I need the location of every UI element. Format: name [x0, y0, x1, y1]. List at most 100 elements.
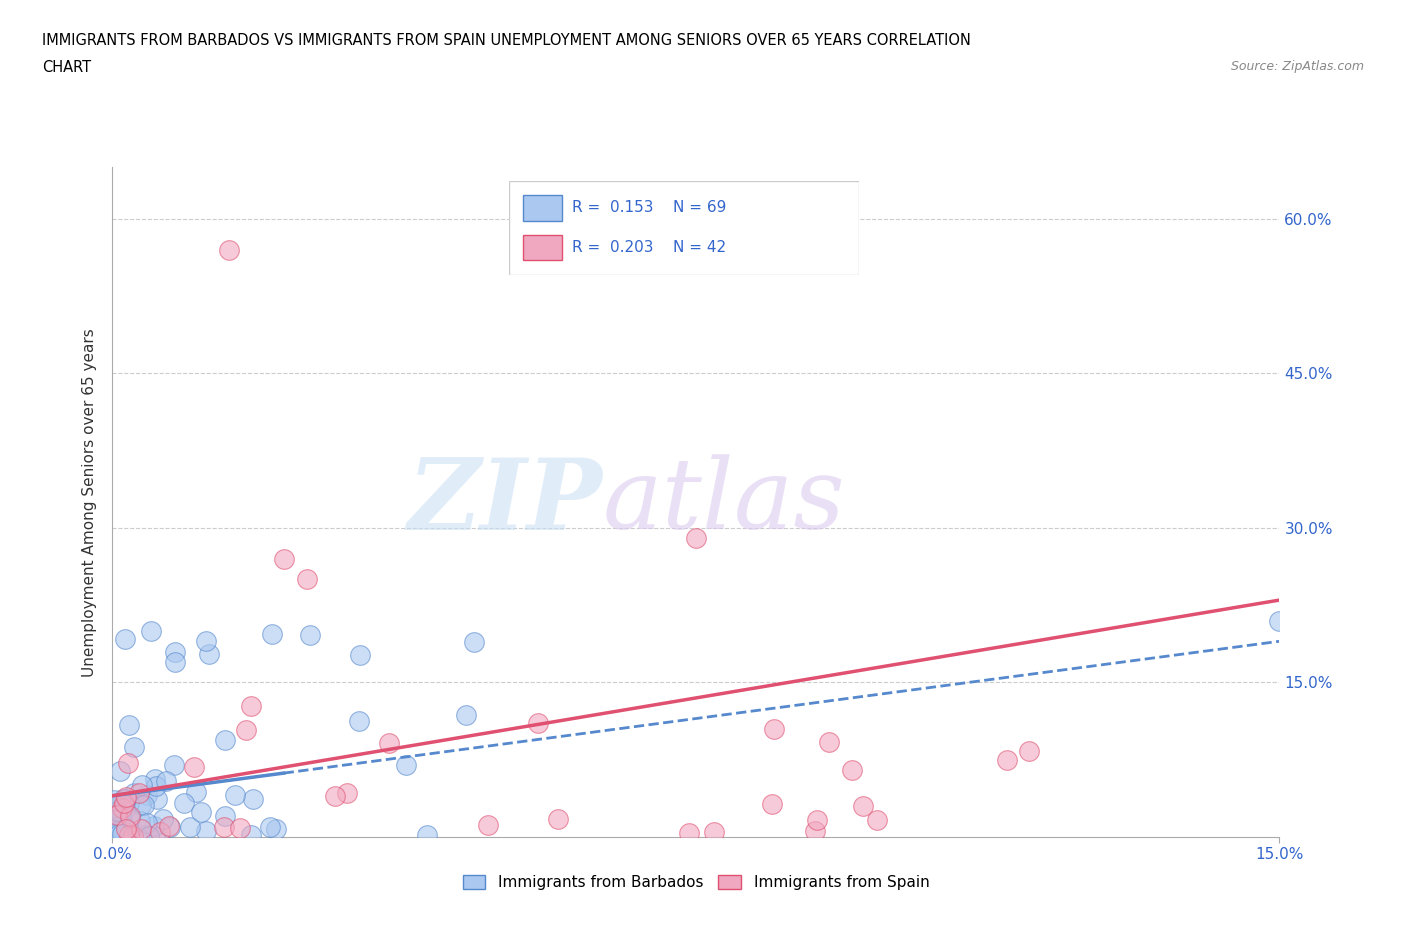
Point [124, 739, 146, 754]
Point [108, 824, 131, 839]
Point [347, 714, 370, 729]
Point [136, 788, 159, 803]
Point [128, 785, 150, 800]
Point [273, 551, 295, 566]
Point [112, 795, 135, 810]
Point [120, 809, 142, 824]
Point [761, 796, 783, 811]
Point [117, 756, 139, 771]
Point [103, 817, 125, 831]
Point [118, 796, 141, 811]
Text: IMMIGRANTS FROM BARBADOS VS IMMIGRANTS FROM SPAIN UNEMPLOYMENT AMONG SENIORS OVE: IMMIGRANTS FROM BARBADOS VS IMMIGRANTS F… [42, 33, 972, 47]
Point [762, 722, 785, 737]
Point [477, 817, 499, 832]
Point [378, 736, 401, 751]
Point [112, 818, 135, 833]
Point [454, 708, 477, 723]
Point [107, 826, 129, 841]
Point [117, 830, 139, 844]
Point [218, 243, 240, 258]
Point [145, 791, 167, 806]
Point [129, 798, 152, 813]
Point [118, 826, 141, 841]
Point [212, 819, 235, 834]
Point [806, 813, 828, 828]
Point [110, 804, 132, 819]
Point [547, 812, 569, 827]
Point [117, 828, 139, 843]
Point [143, 772, 166, 787]
Point [145, 778, 167, 793]
Point [194, 634, 217, 649]
Point [198, 646, 221, 661]
Point [240, 698, 263, 713]
Point [115, 791, 138, 806]
Point [128, 813, 150, 828]
Point [804, 823, 827, 838]
Point [134, 797, 156, 812]
Point [122, 829, 145, 844]
Point [141, 623, 163, 638]
Point [104, 819, 127, 834]
Point [111, 791, 134, 806]
Point [463, 634, 485, 649]
Point [111, 821, 134, 836]
Point [111, 809, 134, 824]
Point [118, 811, 141, 826]
Point [526, 716, 548, 731]
Point [349, 647, 371, 662]
Point [143, 818, 166, 833]
Point [122, 786, 145, 801]
Point [159, 819, 181, 834]
Point [163, 655, 186, 670]
Point [818, 735, 841, 750]
Text: Source: ZipAtlas.com: Source: ZipAtlas.com [1230, 60, 1364, 73]
Point [336, 785, 359, 800]
Point [179, 819, 201, 834]
Text: atlas: atlas [603, 455, 845, 550]
Point [841, 763, 863, 777]
Point [195, 824, 218, 839]
Point [105, 804, 128, 818]
Point [866, 813, 889, 828]
Point [852, 799, 875, 814]
Point [190, 804, 212, 819]
Point [685, 531, 707, 546]
Point [183, 760, 205, 775]
Point [259, 820, 281, 835]
Point [131, 777, 153, 792]
Point [111, 801, 134, 816]
Point [240, 828, 263, 843]
Point [1018, 743, 1040, 758]
Point [235, 723, 257, 737]
Point [135, 816, 157, 830]
Point [104, 827, 127, 842]
Point [111, 827, 134, 842]
Point [1268, 613, 1291, 628]
Point [224, 788, 246, 803]
Point [262, 627, 284, 642]
Text: ZIP: ZIP [408, 454, 603, 551]
Point [163, 757, 186, 772]
Point [214, 733, 236, 748]
Point [103, 792, 125, 807]
Y-axis label: Unemployment Among Seniors over 65 years: Unemployment Among Seniors over 65 years [82, 328, 97, 677]
Point [128, 828, 150, 843]
Point [114, 632, 136, 647]
Point [678, 826, 700, 841]
Point [264, 821, 287, 836]
Point [149, 825, 172, 840]
Point [155, 774, 177, 789]
Point [242, 791, 264, 806]
Point [299, 627, 322, 642]
Point [138, 829, 160, 844]
Point [173, 796, 195, 811]
Point [323, 789, 346, 804]
Point [416, 828, 439, 843]
Point [152, 812, 174, 827]
Point [115, 821, 138, 836]
Text: CHART: CHART [42, 60, 91, 75]
Point [395, 758, 418, 773]
Point [114, 790, 136, 804]
Point [995, 752, 1018, 767]
